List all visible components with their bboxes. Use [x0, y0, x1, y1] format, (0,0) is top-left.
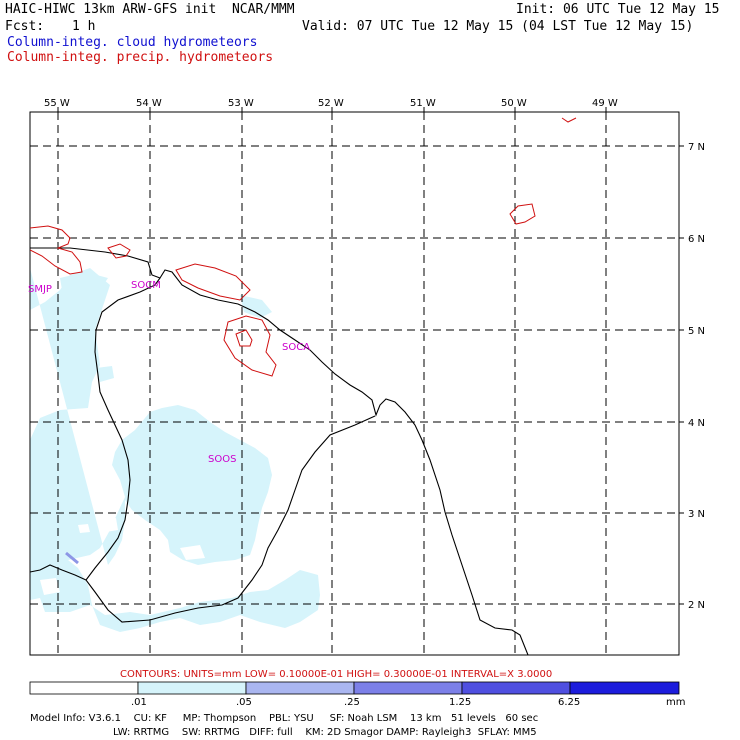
longitude-labels: 55 W 54 W 53 W 52 W 51 W 50 W 49 W	[44, 98, 618, 112]
colorbar-unit: mm	[666, 697, 685, 708]
lon-label: 49 W	[592, 98, 618, 109]
cloud-fill-area	[40, 578, 60, 595]
precip-contour	[223, 315, 277, 377]
cloud-fill-area	[104, 518, 118, 532]
colorbar-segment	[29, 681, 139, 695]
colorbar-tick: .25	[344, 697, 360, 708]
cloud-thin-line	[65, 551, 79, 565]
station-label: SOOS	[208, 454, 236, 465]
forecast-label: Fcst:	[5, 19, 45, 34]
precip-contour	[30, 225, 83, 275]
colorbar-tick: .01	[131, 697, 147, 708]
precip-contour	[175, 263, 251, 301]
station-label: SOCA	[282, 342, 310, 353]
colorbar-segment	[137, 681, 247, 695]
cloud-fill-area	[30, 268, 320, 632]
model-info-line-1: Model Info: V3.6.1 CU: KF MP: Thompson P…	[30, 713, 538, 724]
precip-contour	[509, 203, 536, 225]
coastline-layer	[30, 247, 529, 655]
border-line	[30, 564, 87, 581]
station-label: SMJP	[28, 284, 52, 295]
colorbar-segment	[353, 681, 463, 695]
model-info: Model Info: V3.6.1 CU: KF MP: Thompson P…	[30, 713, 538, 738]
graticule	[30, 112, 679, 655]
cloud-fill-area	[60, 272, 108, 293]
coastline	[30, 247, 529, 655]
lon-label: 54 W	[136, 98, 162, 109]
precip-contour	[107, 243, 131, 259]
lat-label: 2 N	[688, 600, 705, 611]
lat-label: 6 N	[688, 234, 705, 245]
precip-contour	[235, 329, 253, 347]
station-labels: SMJP SOCM SOCA SOOS	[28, 280, 310, 465]
precip-contour	[561, 117, 577, 123]
colorbar-tick: 1.25	[449, 697, 471, 708]
init-time: Init: 06 UTC Tue 12 May 15	[516, 2, 720, 17]
map-frame	[29, 111, 680, 656]
contour-info: CONTOURS: UNITS=mm LOW= 0.10000E-01 HIGH…	[120, 669, 552, 680]
lon-label: 53 W	[228, 98, 254, 109]
lon-label: 55 W	[44, 98, 70, 109]
colorbar-tick: .05	[236, 697, 252, 708]
cloud-fill-area	[180, 545, 205, 560]
plot-title: HAIC-HIWC 13km ARW-GFS init NCAR/MMM	[5, 2, 295, 17]
colorbar: .01 .05 .25 1.25 6.25 mm	[29, 681, 685, 708]
valid-time: Valid: 07 UTC Tue 12 May 15 (04 LST Tue …	[302, 19, 694, 34]
colorbar-segment	[245, 681, 355, 695]
station-label: SOCM	[131, 280, 161, 291]
lat-label: 3 N	[688, 509, 705, 520]
field-cloud-label: Column-integ. cloud hydrometeors	[7, 35, 258, 50]
model-info-line-2: LW: RRTMG SW: RRTMG DIFF: full KM: 2D Sm…	[113, 727, 537, 738]
lon-label: 52 W	[318, 98, 344, 109]
latitude-labels: 7 N 6 N 5 N 4 N 3 N 2 N	[679, 142, 705, 611]
forecast-hour: 1 h	[72, 19, 96, 34]
cloud-fill-area	[240, 295, 272, 318]
colorbar-segment	[569, 681, 680, 695]
lat-label: 7 N	[688, 142, 705, 153]
precip-contours	[30, 117, 577, 377]
cloud-fill-area	[78, 524, 90, 533]
lat-label: 5 N	[688, 326, 705, 337]
colorbar-segment	[461, 681, 571, 695]
cloud-fill-area	[96, 366, 114, 382]
colorbar-tick: 6.25	[558, 697, 580, 708]
field-precip-label: Column-integ. precip. hydrometeors	[7, 50, 274, 65]
lat-label: 4 N	[688, 418, 705, 429]
lon-label: 51 W	[410, 98, 436, 109]
cloud-fill-layer	[30, 268, 320, 632]
lon-label: 50 W	[501, 98, 527, 109]
